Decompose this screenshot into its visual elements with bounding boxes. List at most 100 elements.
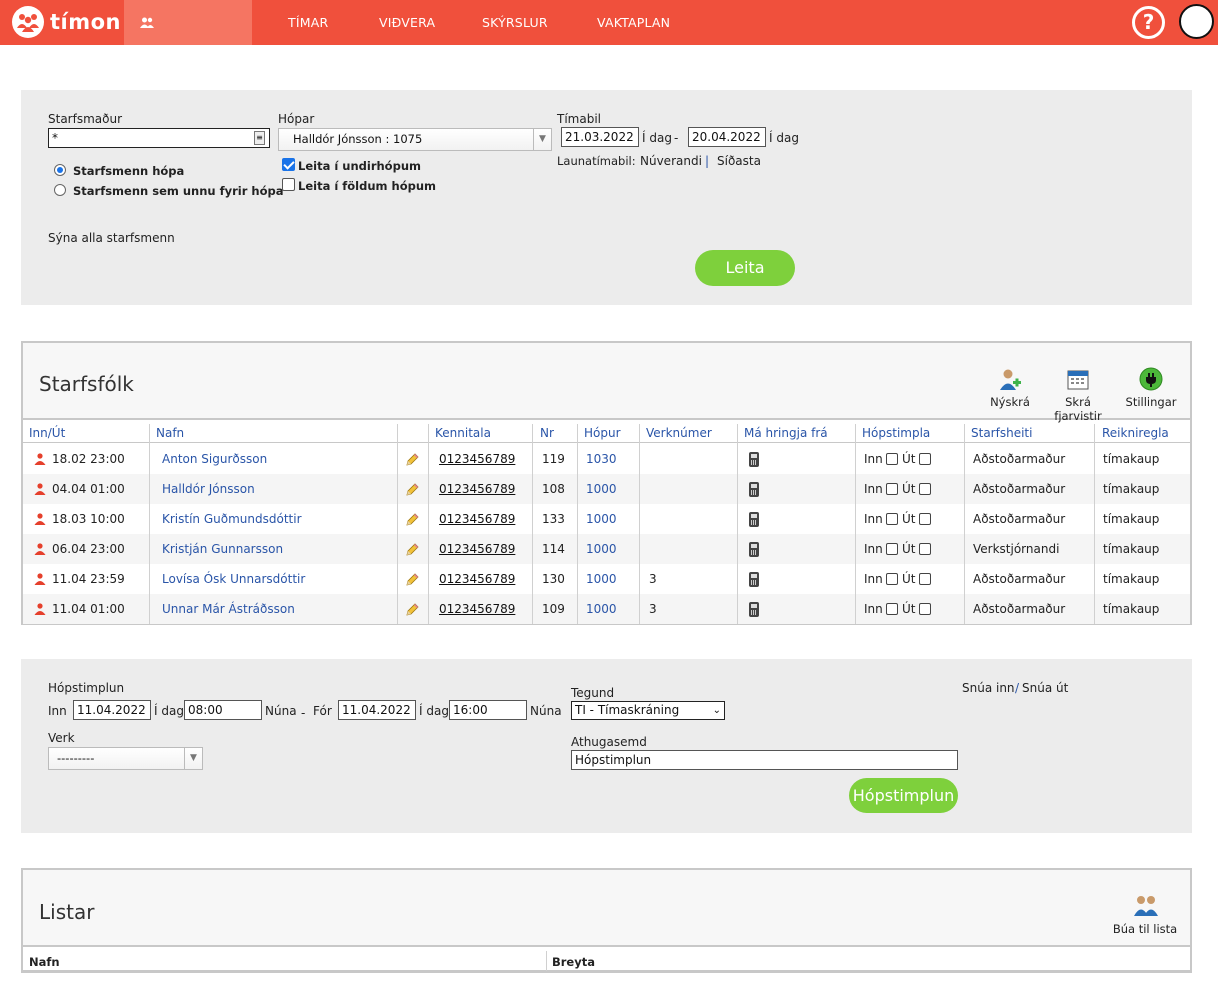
pay-last-link[interactable]: Síðasta	[717, 154, 761, 168]
task-select[interactable]: --------- ▼	[48, 747, 203, 770]
kennitala-link[interactable]: 0123456789	[439, 602, 516, 616]
settings-button[interactable]: Stillingar	[1124, 367, 1178, 409]
pencil-icon[interactable]	[404, 602, 420, 618]
stamp-out-checkbox[interactable]	[919, 573, 931, 585]
employee-name-link[interactable]: Kristján Gunnarsson	[162, 542, 284, 556]
pencil-icon[interactable]	[404, 572, 420, 588]
nav-tab-timar[interactable]: TÍMAR	[288, 15, 329, 30]
stamp-in-checkbox[interactable]	[886, 543, 898, 555]
stamp-in-checkbox[interactable]	[886, 513, 898, 525]
radio-worked-for-group[interactable]	[54, 184, 66, 196]
pencil-icon[interactable]	[404, 512, 420, 528]
nav-tab-skyrslur[interactable]: SKÝRSLUR	[482, 15, 548, 30]
col-header-may-call[interactable]: Má hringja frá	[744, 426, 828, 440]
stamp-in-checkbox[interactable]	[886, 573, 898, 585]
group-link[interactable]: 1030	[586, 452, 617, 466]
stamp-out-checkbox[interactable]	[919, 483, 931, 495]
out-date-input[interactable]: 11.04.2022	[338, 700, 416, 720]
nav-tab-vidvera[interactable]: VIÐVERA	[379, 15, 436, 30]
col-header-calc-rule[interactable]: Reikniregla	[1102, 426, 1169, 440]
employee-name-link[interactable]: Halldór Jónsson	[162, 482, 255, 496]
employee-name-link[interactable]: Unnar Már Ástráðsson	[162, 602, 295, 616]
check-subgroups[interactable]	[282, 158, 295, 171]
today-to-link[interactable]: Í dag	[769, 131, 799, 145]
stamp-out-checkbox[interactable]	[919, 543, 931, 555]
col-header-job-title[interactable]: Starfsheiti	[971, 426, 1033, 440]
new-employee-button[interactable]: Nýskrá	[988, 367, 1032, 409]
phone-icon	[749, 482, 759, 497]
nav-tab-vaktaplan[interactable]: VAKTAPLAN	[597, 15, 671, 30]
calendar-icon	[1066, 367, 1090, 391]
lists-col-edit[interactable]: Breyta	[552, 955, 595, 969]
date-to-input[interactable]: 20.04.2022	[688, 127, 766, 147]
check-hidden-groups[interactable]	[282, 178, 295, 191]
kennitala-link[interactable]: 0123456789	[439, 542, 516, 556]
pay-current-link[interactable]: Núverandi	[640, 154, 702, 168]
pencil-icon[interactable]	[404, 482, 420, 498]
stamp-out-checkbox[interactable]	[919, 453, 931, 465]
pencil-icon[interactable]	[404, 542, 420, 558]
comment-input[interactable]: Hópstimplun	[571, 750, 958, 770]
show-all-staff-link[interactable]: Sýna alla starfsmenn	[48, 231, 175, 245]
nav-tab-starfsfolk[interactable]: STARFSFÓLK	[124, 0, 252, 75]
search-button[interactable]: Leita	[695, 250, 795, 286]
calc-rule: tímakaup	[1103, 512, 1160, 526]
stamp-out-checkbox[interactable]	[919, 513, 931, 525]
stamp-in-checkbox[interactable]	[886, 453, 898, 465]
kennitala-link[interactable]: 0123456789	[439, 512, 516, 526]
group-link[interactable]: 1000	[586, 572, 617, 586]
today-from-link[interactable]: Í dag	[642, 131, 672, 145]
stamp-in-label: Inn	[864, 542, 883, 556]
register-absence-button[interactable]: Skrá fjarvistir	[1040, 367, 1116, 423]
table-row: 18.02 23:00 Anton Sigurðsson 0123456789 119…	[23, 444, 1190, 474]
today-in-link[interactable]: Í dag	[154, 704, 184, 718]
col-header-name[interactable]: Nafn	[156, 426, 185, 440]
group-stamp-button[interactable]: Hópstimplun	[849, 778, 958, 813]
now-out-link[interactable]: Núna	[530, 704, 562, 718]
stamp-out-checkbox[interactable]	[919, 603, 931, 615]
inout-time: 18.02 23:00	[52, 452, 125, 466]
turn-out-link[interactable]: Snúa út	[1022, 681, 1069, 695]
stamp-in-checkbox[interactable]	[886, 483, 898, 495]
kennitala-link[interactable]: 0123456789	[439, 482, 516, 496]
timon-logo[interactable]: tímon	[12, 6, 121, 38]
turn-separator: /	[1015, 681, 1020, 695]
create-list-button[interactable]: Búa til lista	[1110, 894, 1180, 936]
person-status-icon	[34, 573, 46, 585]
stamp-out-label: Út	[902, 572, 916, 586]
kennitala-link[interactable]: 0123456789	[439, 452, 516, 466]
employee-name-link[interactable]: Lovísa Ósk Unnarsdóttir	[162, 572, 306, 586]
col-header-group-stamp[interactable]: Hópstimpla	[862, 426, 931, 440]
in-time-input[interactable]: 08:00	[184, 700, 262, 720]
kennitala-link[interactable]: 0123456789	[439, 572, 516, 586]
date-from-input[interactable]: 21.03.2022	[561, 127, 639, 147]
today-out-link[interactable]: Í dag	[419, 704, 449, 718]
stamp-in-checkbox[interactable]	[886, 603, 898, 615]
avatar[interactable]	[1179, 4, 1214, 39]
out-time-input[interactable]: 16:00	[449, 700, 527, 720]
col-header-kennitala[interactable]: Kennitala	[435, 426, 491, 440]
groups-select[interactable]: Halldór Jónsson : 1075 ▼	[278, 128, 552, 151]
group-link[interactable]: 1000	[586, 482, 617, 496]
turn-in-link[interactable]: Snúa inn	[962, 681, 1015, 695]
col-header-inout[interactable]: Inn/Út	[29, 426, 66, 440]
group-link[interactable]: 1000	[586, 512, 617, 526]
register-absence-label: Skrá fjarvistir	[1054, 395, 1102, 423]
type-select[interactable]: TI - Tímaskráning ⌄	[571, 701, 725, 720]
pencil-icon[interactable]	[404, 452, 420, 468]
group-link[interactable]: 1000	[586, 602, 617, 616]
now-in-link[interactable]: Núna	[265, 704, 297, 718]
table-row: 11.04 01:00 Unnar Már Ástráðsson 012345678…	[23, 594, 1190, 624]
in-date-input[interactable]: 11.04.2022	[73, 700, 151, 720]
help-icon[interactable]: ?	[1132, 6, 1165, 39]
col-header-nr[interactable]: Nr	[540, 426, 554, 440]
col-header-job-number[interactable]: Verknúmer	[646, 426, 712, 440]
employee-name-link[interactable]: Anton Sigurðsson	[162, 452, 268, 466]
group-link[interactable]: 1000	[586, 542, 617, 556]
employee-input[interactable]: * ≡	[48, 128, 270, 148]
col-header-group[interactable]: Hópur	[584, 426, 621, 440]
employee-name-link[interactable]: Kristín Guðmundsdóttir	[162, 512, 302, 526]
lists-col-name[interactable]: Nafn	[29, 955, 60, 969]
col-sep	[577, 424, 578, 624]
radio-group-staff[interactable]	[54, 164, 66, 176]
